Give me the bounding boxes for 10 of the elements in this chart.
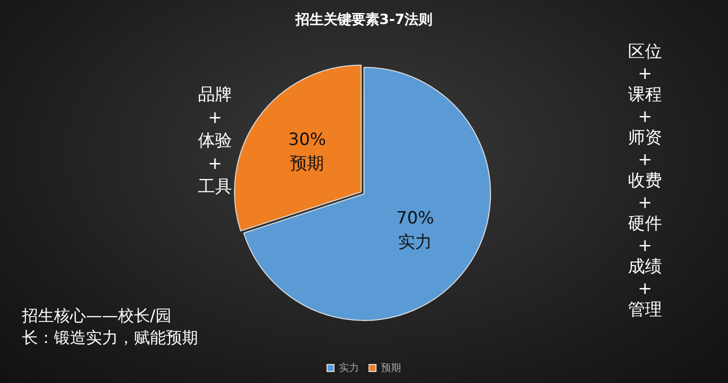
text: 品牌 + 体验 + 工具 [197, 84, 233, 199]
legend-label: 预期 [381, 362, 401, 374]
data-label: 70% [396, 208, 434, 228]
data-label: 30% [288, 130, 326, 150]
chart-title: 招生关键要素3-7法则 [294, 11, 433, 28]
legend-label: 实力 [339, 362, 359, 374]
text: 区位 + 课程 + 师资 + 收费 + 硬件 + 成绩 + 管理 [628, 42, 662, 320]
slice-label: 预期 [290, 154, 324, 174]
text: 招生核心——校长/园长：锻造实力，赋能预期 [22, 305, 199, 349]
slice-label: 实力 [398, 232, 432, 252]
